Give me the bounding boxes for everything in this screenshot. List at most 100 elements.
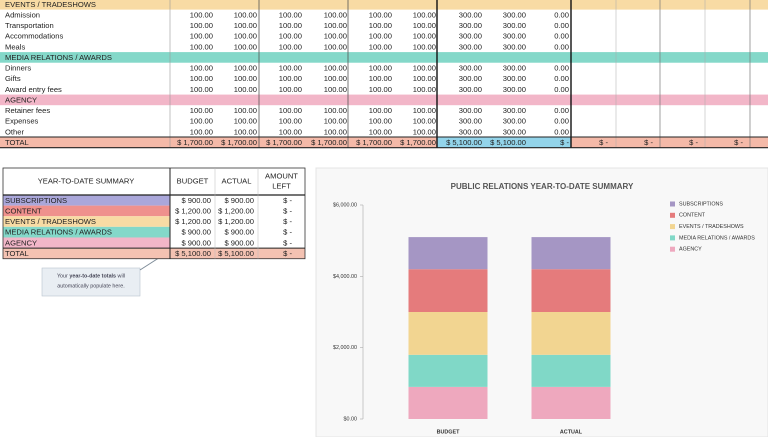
cell-value: 100.00 bbox=[190, 127, 213, 136]
cell-value: 100.00 bbox=[413, 74, 436, 83]
cell-value: 300.00 bbox=[503, 64, 526, 73]
summary-row bbox=[3, 216, 170, 227]
cell-value: 100.00 bbox=[324, 106, 347, 115]
row-label: Retainer fees bbox=[5, 106, 50, 115]
row-label: Award entry fees bbox=[5, 85, 62, 94]
cell-value: 0.00 bbox=[554, 85, 569, 94]
total-value: $ 1,700.00 bbox=[400, 138, 436, 147]
cell-value: 300.00 bbox=[459, 127, 482, 136]
cell-value: 100.00 bbox=[413, 42, 436, 51]
summary-value: $ 900.00 bbox=[181, 238, 211, 247]
summary-header-bg bbox=[3, 168, 305, 195]
total-label: TOTAL bbox=[5, 138, 29, 147]
cell-value: 100.00 bbox=[369, 42, 392, 51]
cell-value: 100.00 bbox=[234, 64, 257, 73]
cell-value: 100.00 bbox=[234, 32, 257, 41]
section-header bbox=[0, 94, 768, 106]
legend-swatch bbox=[670, 212, 675, 218]
row-label: Transportation bbox=[5, 21, 54, 30]
cell-value: 100.00 bbox=[279, 106, 302, 115]
bar-segment bbox=[408, 312, 488, 355]
row-label: Meals bbox=[5, 42, 25, 51]
cell-value: 100.00 bbox=[324, 127, 347, 136]
cell-value: 100.00 bbox=[324, 85, 347, 94]
section-title: AGENCY bbox=[5, 95, 37, 104]
cell-value: 0.00 bbox=[554, 21, 569, 30]
legend-swatch bbox=[670, 201, 675, 207]
cell-value: 0.00 bbox=[554, 32, 569, 41]
cell-value: 100.00 bbox=[190, 85, 213, 94]
legend-label: EVENTS / TRADESHOWS bbox=[679, 224, 744, 230]
cell-value: 100.00 bbox=[234, 42, 257, 51]
x-tick-label: ACTUAL bbox=[560, 429, 583, 435]
row-label: Other bbox=[5, 127, 24, 136]
total-value: $ - bbox=[560, 138, 569, 147]
legend-label: AGENCY bbox=[679, 247, 702, 253]
total-value: $ 5,100.00 bbox=[446, 138, 482, 147]
bar-segment bbox=[408, 269, 488, 312]
total-value: $ - bbox=[644, 138, 653, 147]
section-title: MEDIA RELATIONS / AWARDS bbox=[5, 53, 112, 62]
bar-segment bbox=[531, 354, 611, 387]
cell-value: 0.00 bbox=[554, 106, 569, 115]
cell-value: 100.00 bbox=[413, 32, 436, 41]
cell-value: 100.00 bbox=[324, 10, 347, 19]
legend-swatch bbox=[670, 224, 675, 230]
summary-total-fill bbox=[170, 248, 305, 259]
cell-value: 100.00 bbox=[413, 64, 436, 73]
cell-value: 100.00 bbox=[369, 64, 392, 73]
cell-value: 300.00 bbox=[503, 117, 526, 126]
summary-header: LEFT bbox=[272, 182, 291, 191]
summary-header: YEAR-TO-DATE SUMMARY bbox=[38, 177, 135, 186]
cell-value: 100.00 bbox=[413, 127, 436, 136]
summary-value: $ 900.00 bbox=[181, 196, 211, 205]
summary-label: EVENTS / TRADESHOWS bbox=[5, 217, 96, 226]
summary-value: $ - bbox=[283, 196, 292, 205]
summary-value: $ - bbox=[283, 228, 292, 237]
cell-value: 100.00 bbox=[369, 85, 392, 94]
summary-value: $ - bbox=[283, 217, 292, 226]
bar-segment bbox=[531, 237, 611, 270]
summary-header: AMOUNT bbox=[265, 172, 298, 181]
cell-value: 300.00 bbox=[459, 74, 482, 83]
cell-value: 0.00 bbox=[554, 64, 569, 73]
cell-value: 100.00 bbox=[413, 85, 436, 94]
legend-label: SUBSCRIPTIONS bbox=[679, 201, 723, 207]
summary-total bbox=[3, 248, 170, 259]
summary-header: BUDGET bbox=[177, 177, 209, 186]
cell-value: 100.00 bbox=[413, 117, 436, 126]
cell-value: 100.00 bbox=[279, 85, 302, 94]
cell-value: 300.00 bbox=[503, 32, 526, 41]
y-tick-label: $4,000.00 bbox=[333, 274, 357, 280]
y-tick-label: $2,000.00 bbox=[333, 345, 357, 351]
total-value: $ 5,100.00 bbox=[490, 138, 526, 147]
chart-title: PUBLIC RELATIONS YEAR-TO-DATE SUMMARY bbox=[451, 182, 634, 191]
cell-value: 300.00 bbox=[503, 85, 526, 94]
total-value: $ 1,700.00 bbox=[356, 138, 392, 147]
cell-value: 100.00 bbox=[190, 74, 213, 83]
section-header bbox=[0, 52, 768, 63]
cell-value: 300.00 bbox=[459, 42, 482, 51]
summary-value: $ 5,100.00 bbox=[175, 249, 211, 258]
total-value: $ - bbox=[599, 138, 608, 147]
note-text: will bbox=[116, 274, 125, 280]
summary-row bbox=[3, 195, 170, 206]
summary-label: SUBSCRIPTIONS bbox=[5, 196, 67, 205]
cell-value: 300.00 bbox=[459, 10, 482, 19]
cell-value: 100.00 bbox=[324, 117, 347, 126]
cell-value: 100.00 bbox=[369, 127, 392, 136]
row-label: Gifts bbox=[5, 74, 21, 83]
cell-value: 300.00 bbox=[459, 85, 482, 94]
bar-segment bbox=[531, 312, 611, 355]
cell-value: 100.00 bbox=[369, 32, 392, 41]
cell-value: 100.00 bbox=[324, 42, 347, 51]
total-value: $ 1,700.00 bbox=[221, 138, 257, 147]
row-label: Admission bbox=[5, 10, 40, 19]
cell-value: 100.00 bbox=[190, 64, 213, 73]
total-value: $ - bbox=[689, 138, 698, 147]
cell-value: 100.00 bbox=[324, 64, 347, 73]
cell-value: 100.00 bbox=[234, 117, 257, 126]
cell-value: 100.00 bbox=[279, 32, 302, 41]
summary-label: AGENCY bbox=[5, 238, 37, 247]
